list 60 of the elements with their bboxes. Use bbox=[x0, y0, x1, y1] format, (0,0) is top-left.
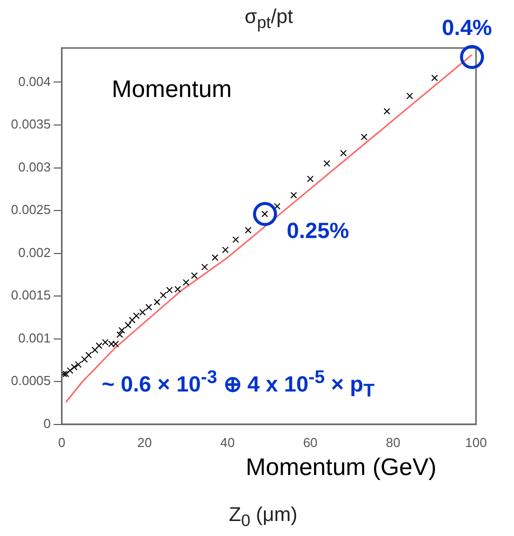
point bbox=[201, 264, 208, 270]
point bbox=[132, 312, 140, 320]
point bbox=[340, 150, 347, 157]
point bbox=[118, 326, 126, 334]
point bbox=[290, 192, 298, 198]
y-tick-label: 0.0035 bbox=[10, 116, 51, 132]
point bbox=[222, 246, 229, 254]
x-tick-label: 60 bbox=[303, 434, 318, 450]
point bbox=[66, 367, 74, 374]
chart-title: σ$_{pt}$/pt bbox=[244, 6, 294, 33]
point bbox=[62, 370, 68, 378]
point bbox=[124, 322, 132, 328]
point bbox=[274, 202, 280, 210]
y-tick-label: 0.003 bbox=[18, 159, 51, 174]
x-axis-title: Z$_{0}$ (μm) bbox=[228, 504, 298, 531]
point bbox=[62, 370, 70, 378]
point bbox=[92, 346, 98, 354]
annotation: ~ 0.6 × 10$^{-3}$ ⊕ 4 x 10$^{-5}$ × p$_{T}$ bbox=[102, 366, 375, 402]
point bbox=[128, 316, 136, 324]
point bbox=[324, 160, 330, 167]
point bbox=[384, 108, 390, 115]
point bbox=[112, 340, 119, 348]
point bbox=[139, 309, 146, 316]
y-tick-label: 0.004 bbox=[18, 74, 51, 89]
y-tick-label: 0 bbox=[44, 416, 51, 431]
point bbox=[70, 364, 78, 370]
point bbox=[75, 361, 82, 368]
point bbox=[85, 352, 92, 358]
x-tick-label: 40 bbox=[220, 434, 235, 450]
point bbox=[212, 254, 218, 261]
point bbox=[182, 279, 190, 286]
y-tick-label: 0.0005 bbox=[10, 373, 51, 388]
annotation: 0.4% bbox=[442, 14, 492, 41]
point bbox=[406, 92, 414, 100]
point bbox=[108, 340, 115, 348]
x-tick-label: 20 bbox=[137, 434, 152, 450]
point bbox=[232, 236, 240, 243]
point bbox=[160, 292, 167, 299]
point bbox=[360, 134, 368, 140]
x-tick-label: 100 bbox=[465, 434, 487, 450]
y-tick-label: 0.001 bbox=[18, 330, 51, 346]
point bbox=[145, 304, 152, 311]
point bbox=[306, 176, 314, 182]
y-tick-label: 0.0025 bbox=[10, 202, 51, 218]
x-tick-label: 0 bbox=[58, 434, 66, 450]
annotation: Momentum bbox=[112, 76, 232, 104]
point bbox=[244, 226, 252, 234]
point bbox=[96, 342, 102, 350]
x-tick-label: 80 bbox=[386, 434, 400, 450]
annotation: 0.25% bbox=[286, 218, 350, 244]
point bbox=[81, 356, 88, 363]
point bbox=[431, 74, 438, 82]
point bbox=[102, 338, 109, 346]
text: Momentum (GeV) bbox=[246, 454, 436, 482]
point bbox=[154, 298, 160, 306]
y-tick-label: 0.002 bbox=[18, 244, 51, 260]
point bbox=[190, 272, 198, 279]
y-tick-label: 0.0015 bbox=[10, 288, 51, 303]
point bbox=[166, 286, 173, 294]
point bbox=[174, 286, 182, 293]
